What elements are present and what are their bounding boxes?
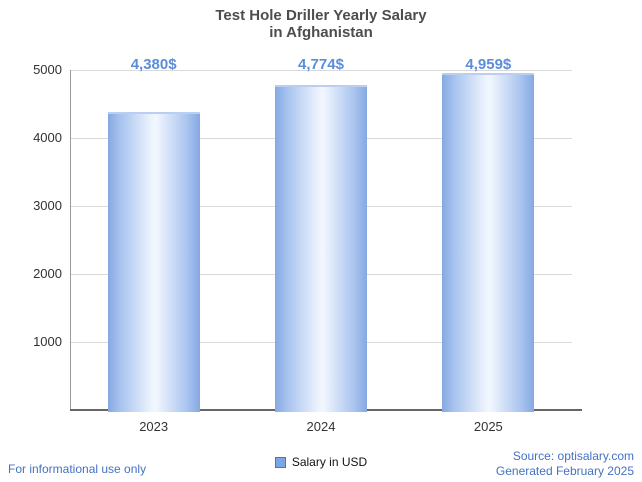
y-axis-line — [70, 70, 71, 410]
legend-series-label: Salary in USD — [291, 455, 368, 469]
x-axis-tick-label-2024: 2024 — [306, 419, 336, 434]
legend-swatch-icon — [274, 456, 286, 468]
chart-title-line1: Test Hole Driller Yearly Salary — [215, 7, 427, 24]
bar-value-label-2025: 4,959$ — [465, 56, 512, 73]
y-axis-tick-label: 1000 — [33, 334, 62, 349]
bar-2025 — [442, 72, 535, 412]
bar-value-label-2024: 4,774$ — [298, 56, 344, 73]
y-axis-tick-label: 3000 — [33, 198, 62, 213]
legend: Salary in USD — [0, 455, 642, 469]
x-axis-tick-label-2023: 2023 — [139, 419, 169, 434]
bar-value-label-2023: 4,380$ — [130, 56, 177, 73]
y-axis-tick-label: 2000 — [33, 266, 62, 281]
footer-source-block: Source: optisalary.com Generated Februar… — [496, 449, 634, 479]
x-axis-tick-label-2025: 2025 — [473, 419, 503, 434]
footer-generated-date: Generated February 2025 — [495, 464, 634, 478]
y-axis-tick-label: 4000 — [33, 130, 62, 145]
y-axis-tick-label: 5000 — [33, 62, 62, 77]
chart-title-line2: in Afghanistan — [269, 24, 373, 41]
gridline-y5000 — [70, 69, 572, 71]
bar-2023 — [107, 112, 200, 412]
footer-source-link[interactable]: Source: optisalary.com — [512, 449, 634, 463]
footer-informational-note: For informational use only — [8, 462, 147, 476]
bar-2024 — [275, 85, 367, 412]
